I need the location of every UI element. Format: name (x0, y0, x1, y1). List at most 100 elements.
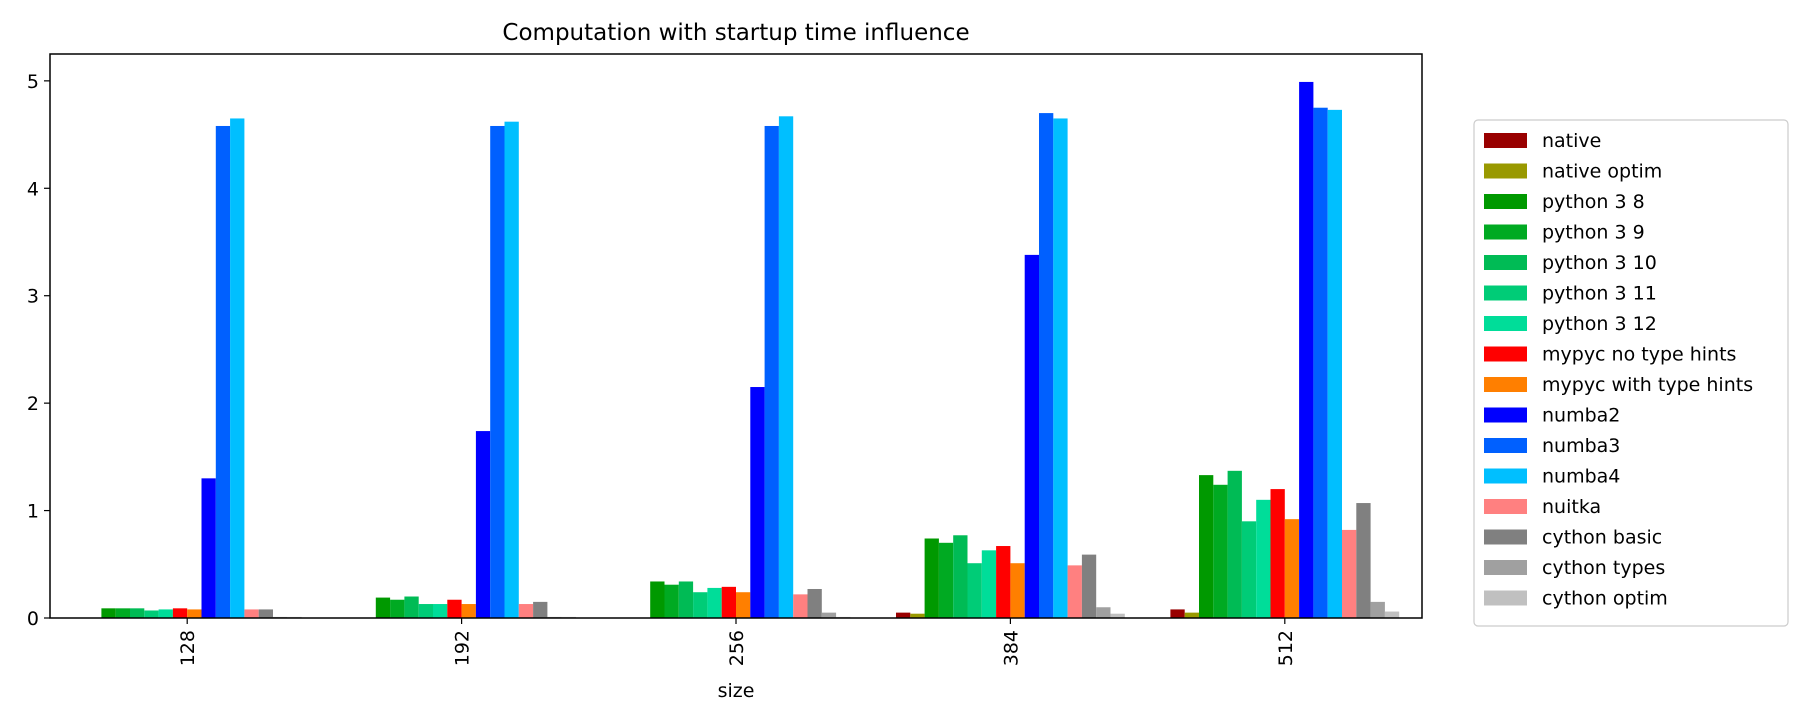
bar-python-3-11-512 (1242, 521, 1256, 618)
bar-numba3-384 (1039, 113, 1053, 618)
legend-label: cython basic (1542, 527, 1662, 549)
bar-nuitka-384 (1068, 565, 1082, 618)
bar-python-3-12-128 (159, 609, 173, 618)
bar-python-3-11-192 (419, 604, 433, 618)
bar-python-3-8-192 (376, 598, 390, 618)
bar-python-3-8-128 (101, 608, 115, 618)
legend-label: mypyc with type hints (1542, 374, 1753, 396)
bar-mypyc-no-type-hints-256 (722, 587, 736, 618)
bar-nuitka-128 (244, 609, 258, 618)
bar-cython-basic-128 (259, 609, 273, 618)
bar-python-3-10-128 (130, 608, 144, 618)
bar-numba2-128 (202, 478, 216, 618)
legend-swatch (1484, 194, 1527, 209)
legend-swatch (1484, 469, 1527, 484)
legend-swatch (1484, 347, 1527, 362)
x-tick-label: 384 (1000, 630, 1022, 666)
legend-label: mypyc no type hints (1542, 344, 1736, 366)
bar-mypyc-with-type-hints-128 (187, 609, 201, 618)
bar-mypyc-no-type-hints-512 (1271, 489, 1285, 618)
legend-label: python 3 10 (1542, 252, 1657, 274)
bar-numba4-512 (1328, 110, 1342, 618)
bar-mypyc-no-type-hints-192 (447, 600, 461, 618)
bar-native-512 (1170, 609, 1184, 618)
bar-python-3-11-384 (968, 563, 982, 618)
legend-swatch (1484, 560, 1527, 575)
bar-python-3-9-256 (665, 585, 679, 618)
legend-swatch (1484, 133, 1527, 148)
bars-group (73, 82, 1399, 618)
bar-python-3-9-512 (1213, 485, 1227, 618)
bar-numba3-512 (1313, 108, 1327, 618)
legend-swatch (1484, 377, 1527, 392)
legend-label: python 3 11 (1542, 283, 1657, 305)
x-tick-label: 128 (177, 630, 199, 666)
legend-swatch (1484, 286, 1527, 301)
bar-python-3-9-384 (939, 543, 953, 618)
bar-python-3-12-256 (707, 588, 721, 618)
bar-cython-basic-384 (1082, 555, 1096, 618)
bar-python-3-8-384 (925, 539, 939, 618)
bar-numba2-512 (1299, 82, 1313, 618)
bar-python-3-10-192 (404, 597, 418, 618)
bar-python-3-12-512 (1256, 500, 1270, 618)
x-tick-label: 192 (452, 630, 474, 666)
y-tick-label: 1 (27, 501, 39, 523)
legend-swatch (1484, 316, 1527, 331)
bar-cython-basic-192 (533, 602, 547, 618)
bar-python-3-11-256 (693, 592, 707, 618)
bar-nuitka-512 (1342, 530, 1356, 618)
bar-numba2-256 (750, 387, 764, 618)
bar-mypyc-no-type-hints-384 (996, 546, 1010, 618)
legend-swatch (1484, 225, 1527, 240)
chart-title: Computation with startup time influence (502, 20, 969, 46)
legend-swatch (1484, 499, 1527, 514)
x-tick-label: 256 (726, 630, 748, 666)
bar-cython-basic-256 (808, 589, 822, 618)
legend-swatch (1484, 408, 1527, 423)
bar-python-3-8-512 (1199, 475, 1213, 618)
bar-numba2-384 (1025, 255, 1039, 618)
y-tick-label: 3 (27, 286, 39, 308)
bar-numba4-384 (1053, 118, 1067, 618)
y-tick-label: 0 (27, 608, 39, 630)
legend-label: python 3 12 (1542, 313, 1657, 335)
bar-nuitka-256 (793, 594, 807, 618)
bar-cython-types-512 (1371, 602, 1385, 618)
bar-mypyc-with-type-hints-512 (1285, 519, 1299, 618)
y-tick-label: 2 (27, 393, 39, 415)
bar-cython-optim-512 (1385, 612, 1399, 618)
bar-cython-types-256 (822, 613, 836, 618)
bar-numba4-192 (505, 122, 519, 618)
legend-label: numba4 (1542, 466, 1620, 488)
legend-swatch (1484, 530, 1527, 545)
bar-numba3-128 (216, 126, 230, 618)
legend-label: native (1542, 130, 1601, 152)
bar-numba4-128 (230, 118, 244, 618)
bar-python-3-12-384 (982, 550, 996, 618)
legend-swatch (1484, 164, 1527, 179)
legend-label: nuitka (1542, 496, 1601, 518)
bar-mypyc-with-type-hints-384 (1010, 563, 1024, 618)
bar-native-optim-512 (1185, 613, 1199, 618)
y-tick-label: 5 (27, 71, 39, 93)
bar-nuitka-192 (519, 604, 533, 618)
legend-label: python 3 8 (1542, 191, 1645, 213)
bar-python-3-12-192 (433, 604, 447, 618)
bar-numba4-256 (779, 116, 793, 618)
legend-label: numba3 (1542, 435, 1620, 457)
legend-label: numba2 (1542, 405, 1620, 427)
x-tick-label: 512 (1275, 630, 1297, 666)
bar-python-3-9-128 (116, 608, 130, 618)
bar-python-3-9-192 (390, 600, 404, 618)
bar-numba3-192 (490, 126, 504, 618)
bar-cython-types-384 (1096, 607, 1110, 618)
legend-label: python 3 9 (1542, 222, 1645, 244)
bar-python-3-10-256 (679, 581, 693, 618)
x-axis-label: size (718, 680, 755, 702)
bar-mypyc-with-type-hints-256 (736, 592, 750, 618)
